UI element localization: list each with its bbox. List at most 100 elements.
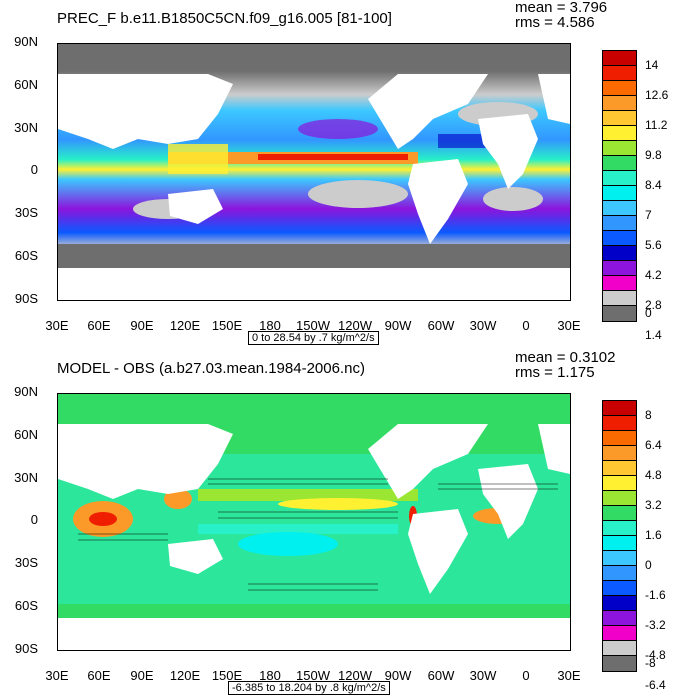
lon-label: 180: [259, 318, 281, 333]
colorbar-label: -4.8: [645, 648, 666, 662]
colorbar: [602, 50, 637, 322]
lon-label: 60E: [87, 668, 111, 683]
colorbar-label: 11.2: [645, 118, 668, 132]
mean-value: mean = 3.796: [515, 0, 608, 16]
colorbar-segment: [603, 261, 636, 276]
lon-label: 30E: [557, 668, 581, 683]
map-svg: [58, 44, 570, 300]
colorbar-segment: [603, 216, 636, 231]
colorbar-segment: [603, 551, 636, 566]
lon-label: 90E: [130, 318, 154, 333]
colorbar-label: -8: [645, 655, 656, 670]
colorbar-segment: [603, 306, 636, 321]
colorbar-segment: [603, 81, 636, 96]
lon-label: 30E: [557, 318, 581, 333]
lon-label: 90W: [384, 318, 412, 333]
lat-label: 60N: [14, 77, 38, 92]
stats-box: mean = 3.796 rms = 4.586: [515, 0, 607, 30]
lon-label: 30W: [469, 318, 497, 333]
lon-label: 150E: [211, 668, 243, 683]
lat-label: 60N: [14, 427, 38, 442]
colorbar-segment: [603, 401, 636, 416]
lon-label: 90E: [130, 668, 154, 683]
colorbar-segment: [603, 96, 636, 111]
lon-label: 30E: [45, 668, 69, 683]
colorbar-label: -6.4: [645, 678, 666, 692]
lon-label: 60W: [427, 668, 455, 683]
range-note: 0 to 28.54 by .7 kg/m^2/s: [248, 331, 379, 345]
colorbar-label: 0: [645, 305, 652, 320]
colorbar-segment: [603, 416, 636, 431]
colorbar-segment: [603, 231, 636, 246]
colorbar-segment: [603, 521, 636, 536]
colorbar-label: 1.4: [645, 328, 662, 342]
lat-label: 90N: [14, 384, 38, 399]
lat-label: 60S: [14, 598, 38, 613]
lat-label: 0: [30, 512, 38, 527]
lon-label: 60W: [427, 318, 455, 333]
colorbar-segment: [603, 581, 636, 596]
colorbar-label: 12.6: [645, 88, 669, 102]
colorbar-label: -3.2: [645, 618, 666, 632]
colorbar-segment: [603, 656, 636, 671]
colorbar-segment: [603, 291, 636, 306]
colorbar-label: 2.8: [645, 298, 662, 312]
colorbar-segment: [603, 476, 636, 491]
colorbar-segment: [603, 201, 636, 216]
colorbar-segment: [603, 431, 636, 446]
lat-label: 30N: [14, 470, 38, 485]
panel-title: MODEL - OBS (a.b27.03.mean.1984-2006.nc): [57, 360, 365, 377]
colorbar-label: 8.4: [645, 178, 662, 192]
colorbar: [602, 400, 637, 672]
colorbar-label: 1.6: [645, 528, 662, 542]
colorbar-label: 6.4: [645, 438, 662, 452]
precip-map: [57, 43, 571, 301]
lon-label: 120W: [338, 668, 372, 683]
lon-label: 120W: [338, 318, 372, 333]
rms-value: rms = 1.175: [515, 364, 595, 381]
rms-value: rms = 4.586: [515, 14, 595, 31]
range-note: -6.385 to 18.204 by .8 kg/m^2/s: [228, 681, 390, 695]
model-minus-obs-panel: MODEL - OBS (a.b27.03.mean.1984-2006.nc)…: [0, 350, 700, 700]
lon-label: 0: [522, 318, 530, 333]
colorbar-label: 7: [645, 208, 652, 222]
precip-panel: PREC_F b.e11.B1850C5CN.f09_g16.005 [81-1…: [14, 0, 669, 345]
lon-label: 30E: [45, 318, 69, 333]
colorbar-label: -1.6: [645, 588, 666, 602]
lat-label: 90S: [14, 291, 38, 306]
colorbar-label: 14: [645, 58, 659, 72]
colorbar-segment: [603, 491, 636, 506]
lon-label: 30W: [469, 668, 497, 683]
lat-label: 30S: [14, 555, 38, 570]
lat-label: 60S: [14, 248, 38, 263]
colorbar-segment: [603, 611, 636, 626]
colorbar-segment: [603, 171, 636, 186]
colorbar-segment: [603, 626, 636, 641]
colorbar-segment: [603, 126, 636, 141]
colorbar-segment: [603, 536, 636, 551]
colorbar-segment: [603, 276, 636, 291]
colorbar-segment: [603, 246, 636, 261]
colorbar-segment: [603, 141, 636, 156]
colorbar-segment: [603, 641, 636, 656]
difference-map: [57, 393, 571, 651]
map-svg: [58, 394, 570, 650]
lat-label: 0: [30, 162, 38, 177]
mean-value: mean = 0.3102: [515, 349, 616, 366]
lat-label: 90N: [14, 34, 38, 49]
lon-label: 180: [259, 668, 281, 683]
lon-label: 120E: [169, 668, 201, 683]
lon-label: 90W: [384, 668, 412, 683]
colorbar-segment: [603, 66, 636, 81]
colorbar-label: 0: [645, 558, 652, 572]
lon-label: 150W: [296, 318, 330, 333]
panel-title: PREC_F b.e11.B1850C5CN.f09_g16.005 [81-1…: [57, 10, 392, 27]
colorbar-label: 4.8: [645, 468, 662, 482]
colorbar-label: 4.2: [645, 268, 662, 282]
lon-label: 60E: [87, 318, 111, 333]
colorbar-segment: [603, 51, 636, 66]
colorbar-segment: [603, 506, 636, 521]
colorbar-segment: [603, 156, 636, 171]
colorbar-segment: [603, 111, 636, 126]
colorbar-segment: [603, 596, 636, 611]
